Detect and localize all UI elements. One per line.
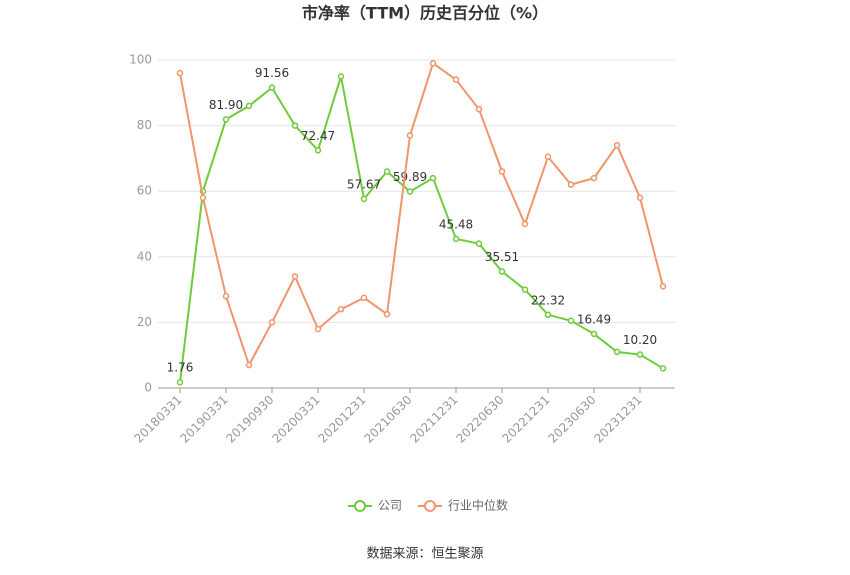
- point: [314, 325, 322, 333]
- x-tick-label: 20201231: [316, 393, 369, 446]
- point: [659, 283, 667, 290]
- y-tick-label: 100: [129, 53, 152, 67]
- point: [498, 268, 506, 275]
- point: [245, 361, 253, 369]
- point: [452, 76, 460, 83]
- point: [176, 378, 184, 386]
- point: [268, 319, 276, 326]
- series-line: [179, 61, 664, 368]
- point: [291, 122, 299, 129]
- point: [337, 306, 345, 313]
- source: 数据来源：恒生聚源: [366, 547, 483, 562]
- point: [544, 311, 552, 319]
- x-tick-label: 20190331: [178, 393, 231, 446]
- x-tick-label: 20200331: [270, 393, 323, 446]
- point: [590, 174, 598, 182]
- data-label: 10.20: [623, 333, 657, 347]
- x-tick-label: 20180331: [132, 393, 185, 446]
- point: [590, 330, 598, 338]
- point: [222, 116, 230, 123]
- point: [613, 348, 621, 356]
- point: [659, 365, 667, 372]
- x-tick-label: 20221231: [500, 393, 553, 446]
- data-label: 72.47: [301, 129, 335, 143]
- point: [383, 310, 391, 318]
- point: [452, 235, 460, 243]
- x-tick-label: 20210630: [362, 393, 415, 446]
- point: [498, 168, 506, 175]
- point: [636, 351, 644, 358]
- point: [544, 153, 552, 161]
- point: [383, 168, 391, 175]
- x-tick-label: 20190930: [224, 393, 277, 446]
- y-tick-label: 80: [137, 118, 152, 132]
- point: [636, 194, 644, 202]
- data-label: 16.49: [577, 312, 611, 326]
- point: [475, 240, 483, 247]
- legend-label: 行业中位数: [448, 498, 508, 513]
- point: [199, 194, 207, 202]
- point: [176, 69, 184, 77]
- point: [521, 220, 529, 228]
- x-tick-label: 20230630: [546, 393, 599, 446]
- data-label: 45.48: [439, 217, 473, 231]
- legend-label: 公司: [378, 499, 402, 513]
- data-label: 35.51: [485, 250, 519, 264]
- data-label: 22.32: [531, 293, 565, 307]
- legend-marker: [424, 500, 436, 512]
- y-tick-label: 0: [144, 381, 152, 395]
- chart-title: 市净率（TTM）历史百分位（%）: [302, 4, 548, 23]
- point: [268, 84, 276, 91]
- series-line: [179, 76, 664, 383]
- data-label: 57.67: [347, 177, 381, 191]
- point: [245, 102, 253, 110]
- point: [314, 147, 322, 154]
- point: [406, 132, 414, 139]
- x-tick-label: 20220630: [454, 393, 507, 446]
- point: [360, 294, 368, 302]
- point: [360, 195, 368, 203]
- data-label: 81.90: [209, 98, 243, 112]
- data-label: 59.89: [393, 170, 427, 184]
- data-label: 91.56: [255, 66, 289, 80]
- point: [475, 105, 483, 113]
- x-tick-label: 20211231: [408, 393, 461, 446]
- point: [613, 142, 621, 149]
- x-tick-label: 20231231: [592, 393, 645, 446]
- point: [337, 73, 345, 80]
- y-tick-label: 40: [137, 249, 152, 263]
- point: [222, 292, 230, 300]
- point: [429, 60, 437, 67]
- point: [291, 273, 299, 280]
- point: [521, 286, 529, 293]
- point: [429, 174, 437, 182]
- point: [406, 188, 414, 195]
- data-label: 1.76: [167, 361, 194, 375]
- legend-marker: [354, 500, 366, 512]
- point: [567, 181, 575, 188]
- point: [567, 317, 575, 325]
- y-tick-label: 20: [137, 315, 152, 329]
- y-tick-label: 60: [137, 184, 152, 198]
